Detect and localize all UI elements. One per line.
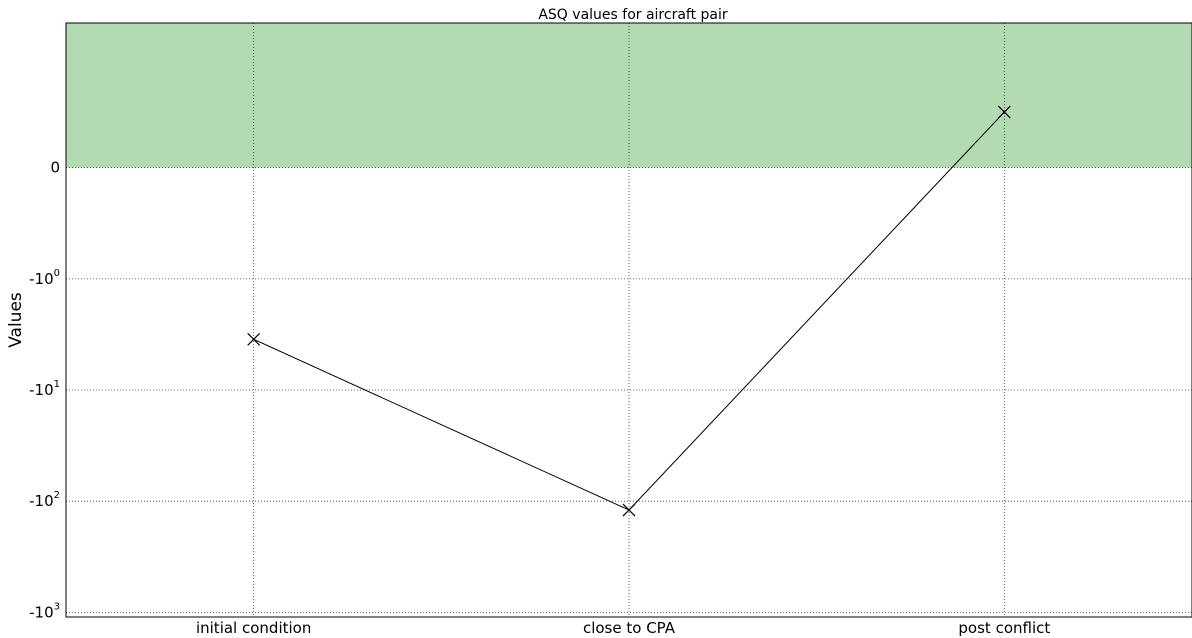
plot-frame [65, 22, 1192, 618]
y-tick-label: -100 [29, 268, 60, 288]
chart-title: ASQ values for aircraft pair [538, 7, 728, 23]
x-tick-label: initial condition [196, 619, 311, 637]
x-tick-label: close to CPA [583, 619, 676, 637]
y-tick-label: 0 [50, 159, 60, 177]
data-point [997, 105, 1011, 119]
x-tick-label: post conflict [958, 619, 1050, 637]
y-tick-label: -101 [29, 379, 60, 399]
data-point [622, 503, 636, 517]
y-tick-label: -103 [29, 601, 60, 621]
series-markers [247, 105, 1011, 517]
x-tick-labels: initial condition close to CPA post confli… [196, 619, 1050, 637]
data-point [247, 332, 261, 346]
x-gridlines [253, 23, 1005, 617]
y-tick-label: -102 [29, 490, 60, 510]
y-tick-labels: 0 -100 -101 -102 -103 [29, 159, 60, 622]
y-axis-label: Values [6, 292, 26, 348]
